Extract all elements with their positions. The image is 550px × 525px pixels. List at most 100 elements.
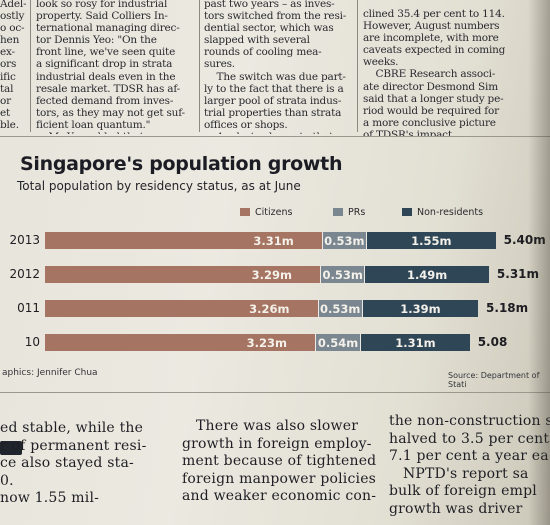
text-line: past two years – as inves- bbox=[204, 0, 335, 10]
text-line: ors bbox=[0, 58, 17, 71]
text-line: and weaker economic con- bbox=[182, 488, 377, 504]
text-line: growth in foreign employ- bbox=[182, 435, 372, 452]
legend-label-non-residents: Non-residents bbox=[417, 207, 484, 218]
text-line: rounds of cooling mea- bbox=[204, 46, 322, 59]
text-line: ble. bbox=[0, 118, 19, 131]
text-line: property. Said Colliers In- bbox=[36, 10, 168, 23]
bar-value-label: 1.55m bbox=[411, 233, 452, 248]
text-line: sures. bbox=[204, 58, 235, 71]
bar-segment-non-residents-10: 1.31m bbox=[360, 334, 470, 351]
article-bottom-col2: There was also slower growth in foreign e… bbox=[182, 418, 384, 525]
bar-segment-citizens-2012: 3.29m bbox=[45, 266, 321, 283]
legend-swatch-prs bbox=[333, 208, 343, 216]
text-line: tal bbox=[0, 82, 14, 95]
text-line: There was also slower bbox=[182, 418, 359, 434]
text-line: o oc- bbox=[0, 22, 25, 35]
column-rule bbox=[199, 0, 200, 132]
bar-value-label: 0.53m bbox=[320, 301, 361, 316]
text-line: 7.1 per cent a year ea bbox=[389, 448, 549, 464]
text-line: are incomplete, with more bbox=[363, 32, 499, 45]
text-line: a significant drop in strata bbox=[36, 58, 173, 71]
legend-swatch-non-residents bbox=[402, 208, 412, 216]
text-line: ex- bbox=[0, 46, 15, 59]
text-line: riod would be required for bbox=[363, 104, 499, 117]
text-line: slapped with several bbox=[204, 34, 310, 47]
text-line: tors, as they may not get suf- bbox=[36, 106, 185, 119]
source-note: Source: Department of Stati bbox=[448, 371, 540, 389]
legend-prs: PRs bbox=[333, 207, 365, 218]
article-bottom-col3: the non-construction se halved to 3.5 per… bbox=[389, 413, 550, 525]
bar-total-label: 5.08 bbox=[477, 335, 508, 349]
text-line: caveats expected in coming bbox=[363, 44, 506, 57]
text-line: look so rosy for industrial bbox=[36, 0, 168, 10]
chart-title: Singapore's population growth bbox=[20, 153, 343, 175]
text-line: Adel- bbox=[0, 0, 26, 10]
text-line: 0. bbox=[0, 472, 14, 489]
text-line: or bbox=[0, 94, 11, 107]
bar-value-label: 0.53m bbox=[324, 233, 365, 248]
text-line: front line, we've seen quite bbox=[36, 46, 176, 59]
bar-value-label: 1.49m bbox=[406, 267, 448, 282]
text-line: ific bbox=[0, 70, 16, 83]
text-line: the non-construction se bbox=[389, 413, 550, 429]
y-tick-label: 10 bbox=[24, 335, 40, 349]
text-line: larger pool of strata indus- bbox=[204, 94, 342, 107]
bar-segment-prs-2013: 0.53m bbox=[321, 232, 366, 249]
legend-swatch-citizens bbox=[240, 208, 250, 216]
bar-value-label: 0.54m bbox=[317, 335, 359, 350]
text-line: ternational managing direc- bbox=[36, 22, 180, 35]
bar-segment-citizens-10: 3.23m bbox=[45, 334, 316, 351]
bar-value-label: 1.31m bbox=[395, 335, 436, 350]
legend-citizens: Citizens bbox=[240, 207, 292, 218]
text-line: trial properties than strata bbox=[204, 106, 342, 119]
bar-value-label: 3.31m bbox=[253, 233, 294, 248]
bar-total-label: 5.18m bbox=[486, 301, 529, 315]
text-line: CBRE Research associ- bbox=[363, 68, 496, 81]
text-line: of TDSR's impact. bbox=[363, 128, 456, 136]
section-divider bbox=[0, 392, 550, 393]
bar-total-label: 5.40m bbox=[503, 233, 546, 247]
ink-smudge bbox=[0, 441, 22, 455]
text-line: halved to 3.5 per cent bbox=[389, 430, 550, 447]
y-tick-label: 011 bbox=[17, 301, 40, 315]
text-line: ed stable, while the bbox=[0, 420, 144, 436]
bar-segment-non-residents-011: 1.39m bbox=[361, 300, 479, 317]
bar-segment-citizens-011: 3.26m bbox=[45, 300, 318, 317]
article-top-col1: Adel-ostly o oc-hen ex-ors ific tal or et ble. bbox=[0, 0, 26, 134]
bar-segment-citizens-2013: 3.31m bbox=[45, 232, 322, 249]
bar-value-label: 0.53m bbox=[322, 267, 363, 282]
y-tick-label: 2013 bbox=[9, 233, 40, 247]
text-line: tor Dennis Yeo: "On the bbox=[36, 34, 157, 47]
legend-non-residents: Non-residents bbox=[402, 207, 483, 218]
text-line: r of permanent resi- bbox=[0, 437, 147, 454]
legend-label-citizens: Citizens bbox=[255, 207, 293, 218]
column-rule bbox=[357, 0, 358, 132]
column-rule bbox=[30, 0, 31, 132]
bar-segment-prs-10: 0.54m bbox=[315, 334, 361, 351]
text-line: et bbox=[0, 106, 11, 119]
section-divider bbox=[0, 136, 550, 137]
article-bottom-col1: ed stable, while the r of permanent resi-… bbox=[0, 420, 172, 525]
text-line: bulk of foreign empl bbox=[389, 483, 537, 499]
text-line: weeks. bbox=[363, 56, 399, 69]
chart-subtitle: Total population by residency status, as… bbox=[17, 179, 301, 193]
text-line: clined 35.4 per cent to 114. bbox=[363, 8, 505, 20]
text-line: foreign manpower policies bbox=[182, 470, 377, 487]
bar-value-label: 3.26m bbox=[249, 301, 290, 316]
bar-segment-prs-011: 0.53m bbox=[317, 300, 362, 317]
bar-total-label: 5.31m bbox=[496, 267, 540, 281]
text-line: tors switched from the resi- bbox=[204, 10, 347, 23]
graphics-credit: aphics: Jennifer Chua bbox=[2, 368, 98, 378]
text-line: hen bbox=[0, 34, 20, 47]
page-edge-shadow bbox=[528, 0, 550, 525]
y-tick-label: 2012 bbox=[9, 267, 40, 281]
text-line: ficient loan quantum." bbox=[36, 118, 151, 131]
text-line: Analysts also note that bbox=[204, 131, 354, 134]
text-line: industrial deals even in the bbox=[36, 70, 176, 83]
bar-segment-non-residents-2012: 1.49m bbox=[364, 266, 489, 283]
text-line: ostly bbox=[0, 10, 25, 23]
bar-segment-prs-2012: 0.53m bbox=[320, 266, 365, 283]
text-line: growth was driver bbox=[389, 500, 523, 517]
text-line: ment because of tightened bbox=[182, 453, 377, 469]
